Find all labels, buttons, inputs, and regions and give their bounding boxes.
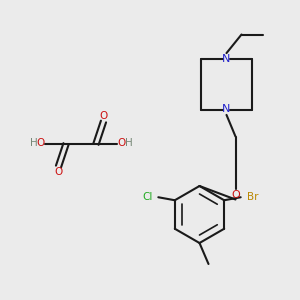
Text: H: H — [30, 138, 38, 148]
Text: O: O — [118, 138, 126, 148]
Text: O: O — [54, 167, 63, 177]
Text: H: H — [125, 138, 133, 148]
Text: N: N — [222, 104, 231, 115]
Text: O: O — [231, 190, 240, 200]
Text: Br: Br — [247, 192, 259, 202]
Text: Cl: Cl — [142, 192, 152, 202]
Text: O: O — [36, 138, 44, 148]
Text: N: N — [222, 53, 231, 64]
Text: O: O — [99, 111, 108, 121]
